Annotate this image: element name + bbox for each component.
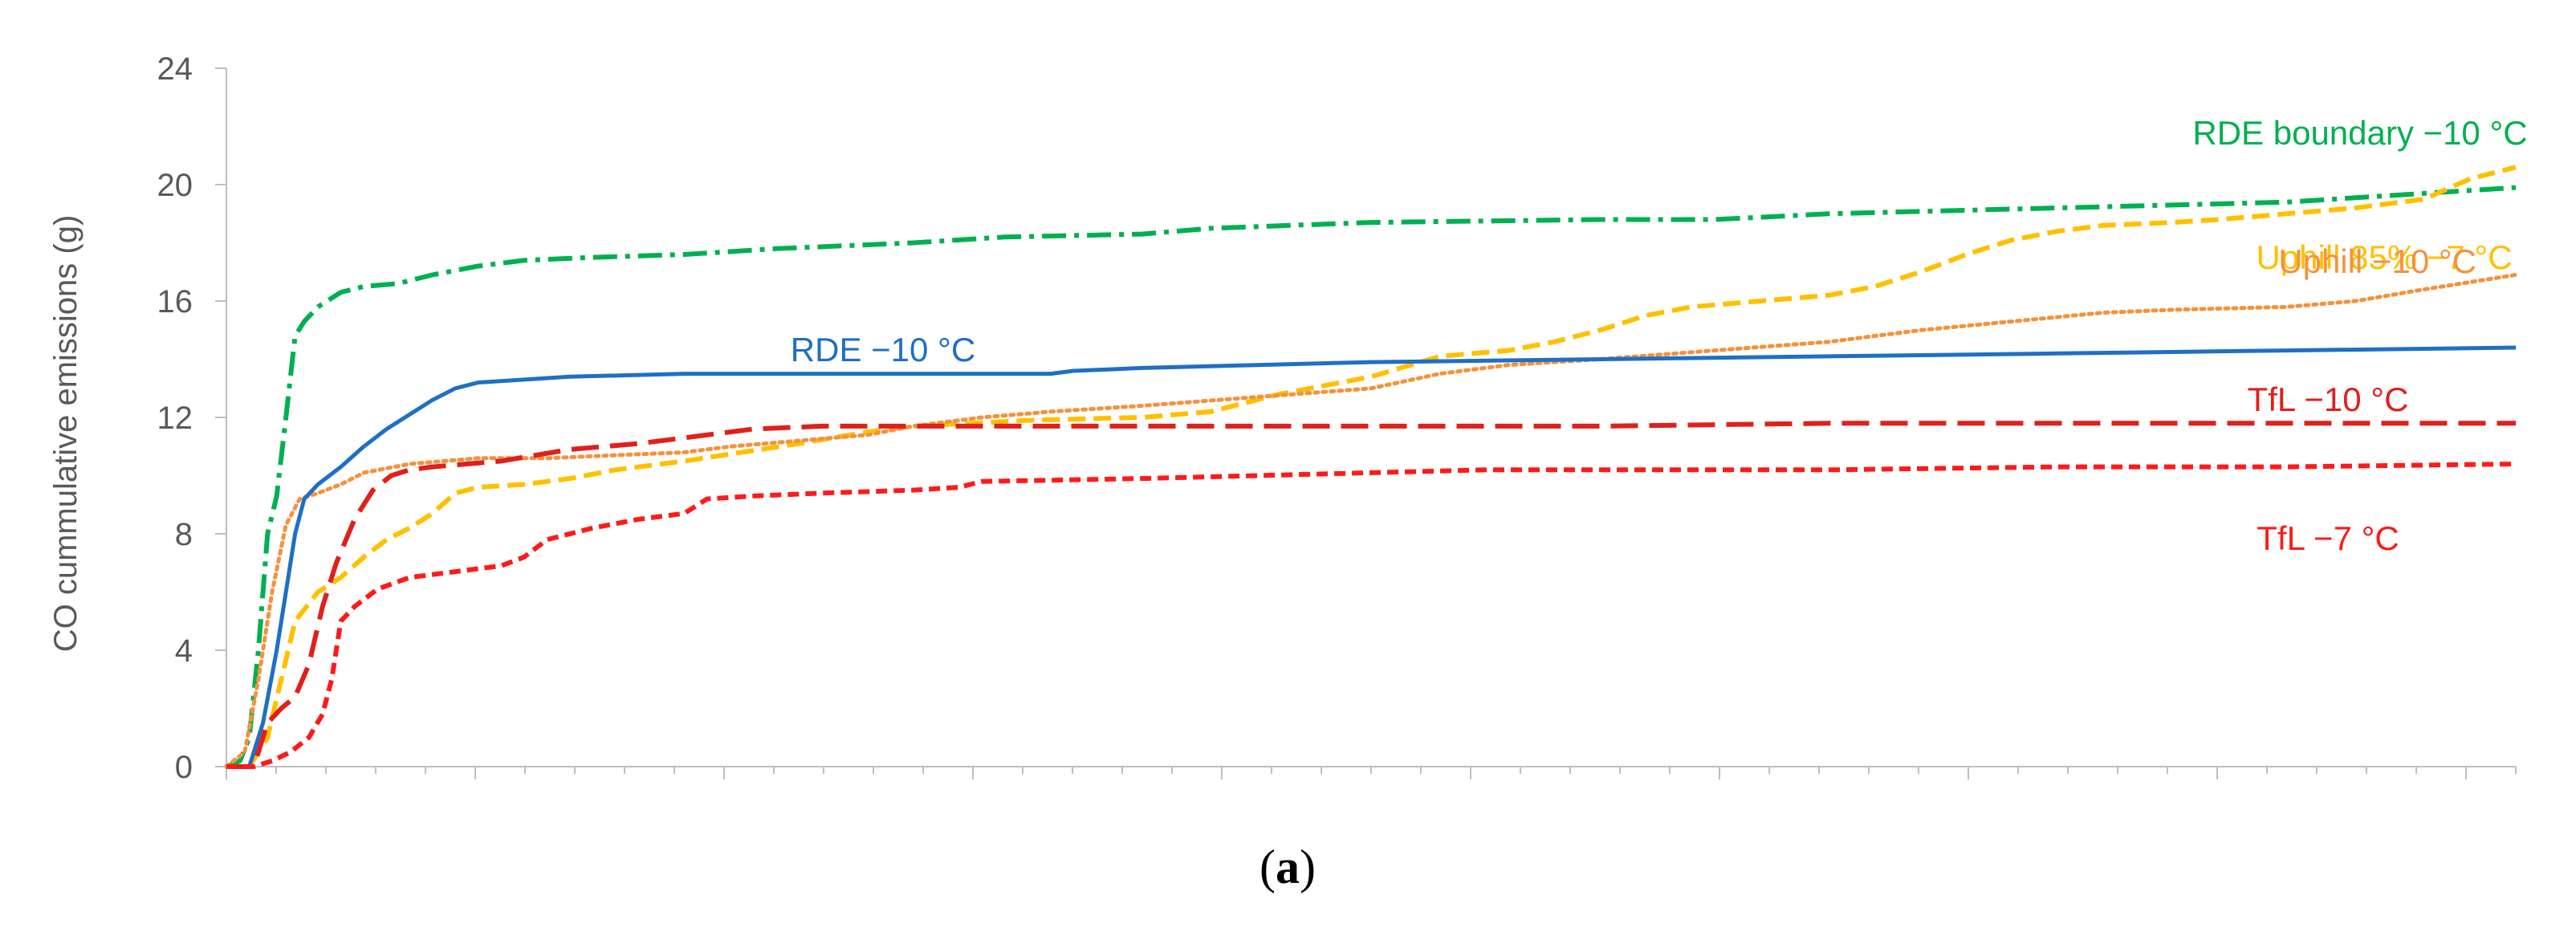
series-line-uphill-10-c <box>224 272 2518 769</box>
series-label-rde-10-c: RDE −10 °C <box>791 331 975 368</box>
y-axis-title: CO cummulative emissions (g) <box>48 215 83 653</box>
series-label-uphill-10-c: Uphill −10 °C <box>2278 242 2476 280</box>
y-tick-label: 16 <box>157 284 193 319</box>
y-tick-label: 12 <box>157 401 193 436</box>
y-tick-label: 4 <box>175 633 193 669</box>
y-tick-label: 24 <box>157 51 193 87</box>
series-label-uphill-85-7-c: Uphill 85% −7 °C <box>2256 238 2512 276</box>
y-tick-label: 8 <box>175 517 193 552</box>
series-label-tfl-10-c: TfL −10 °C <box>2248 380 2409 418</box>
x-axis-ticks <box>226 767 2517 779</box>
series-lines <box>224 165 2518 769</box>
figure-caption: (a) <box>1260 840 1316 893</box>
y-tick-label: 20 <box>157 168 193 203</box>
series-line-tfl-7-c <box>226 462 2517 769</box>
figure-caption-letter: a <box>1276 840 1300 893</box>
series-line-uphill-85-7-c <box>226 165 2517 769</box>
y-tick-label: 0 <box>175 750 193 785</box>
series-labels: RDE boundary −10 °C Uphill 85% −7 °CUphil… <box>791 114 2528 557</box>
series-label-tfl-7-c: TfL −7 °C <box>2257 519 2399 557</box>
series-line-rde-10-c <box>226 345 2517 769</box>
y-axis-ticks: 0 4 8 12 16 20 24 <box>157 51 226 785</box>
series-label-rde-boundary-10-c: RDE boundary −10 °C <box>2192 114 2527 152</box>
series-line-rde-boundary-10-c <box>225 185 2517 769</box>
series-line-tfl-10-c <box>226 421 2516 769</box>
